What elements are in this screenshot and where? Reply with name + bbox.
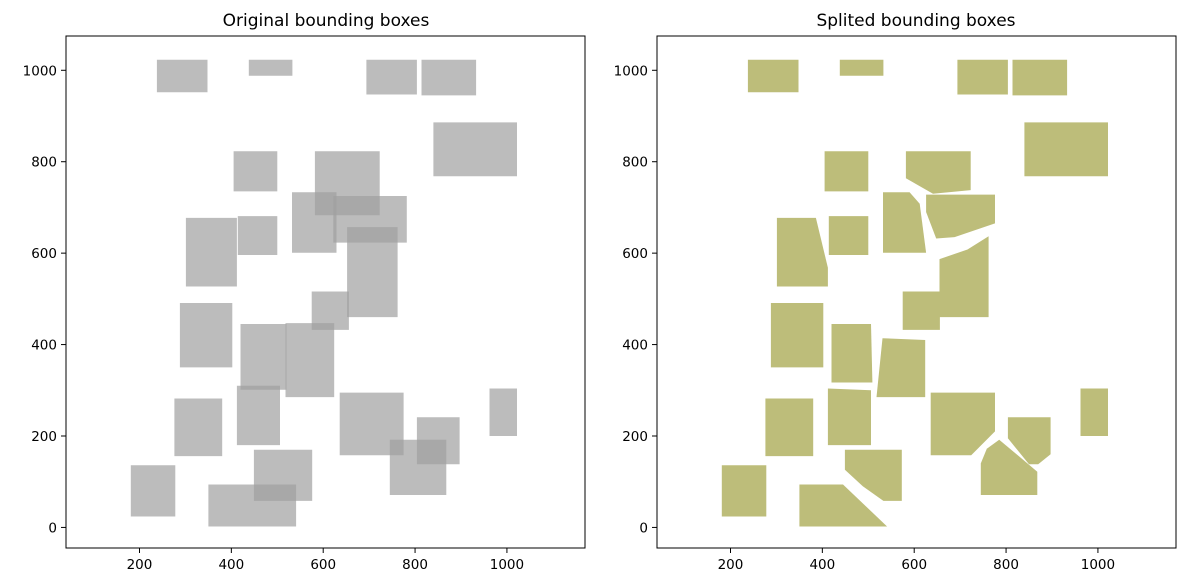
y-tick-label: 1000 (23, 63, 57, 79)
bounding-box-11 (347, 227, 398, 318)
bounding-box-15 (876, 338, 926, 398)
bounding-box-13 (179, 303, 233, 368)
bounding-box-11 (939, 236, 989, 318)
bounding-box-19 (489, 388, 517, 436)
bounding-box-6 (905, 151, 971, 194)
bounding-box-9 (828, 216, 869, 255)
bounding-box-7 (926, 194, 995, 239)
chart-title: Splited bounding boxes (816, 11, 1015, 31)
x-tick-label: 200 (718, 557, 744, 573)
y-tick-label: 1000 (614, 63, 648, 79)
bounding-box-2 (957, 59, 1008, 95)
bounding-box-23 (130, 465, 176, 517)
bounding-box-5 (233, 151, 278, 192)
x-tick-label: 200 (127, 557, 153, 573)
y-tick-label: 200 (622, 429, 648, 445)
bounding-box-17 (174, 398, 223, 457)
x-tick-label: 1000 (1081, 557, 1115, 573)
bounding-box-3 (421, 59, 477, 96)
bounding-box-23 (721, 465, 767, 517)
bounding-box-12 (902, 291, 940, 330)
bounding-box-20 (1007, 417, 1051, 465)
bounding-box-18 (339, 392, 404, 456)
bounding-box-21 (389, 439, 447, 495)
y-tick-label: 800 (622, 155, 648, 171)
bounding-box-2 (366, 59, 417, 95)
bounding-box-13 (770, 303, 824, 368)
y-tick-label: 0 (48, 520, 57, 536)
bounding-box-0 (747, 59, 799, 93)
boxes-layer (130, 59, 517, 527)
bounding-box-3 (1012, 59, 1068, 96)
x-tick-label: 800 (402, 557, 428, 573)
x-tick-label: 400 (809, 557, 835, 573)
bounding-box-18 (930, 392, 995, 456)
bounding-box-21 (980, 439, 1038, 495)
bounding-box-4 (1024, 122, 1108, 177)
bounding-box-0 (156, 59, 208, 93)
bounding-box-10 (185, 217, 237, 287)
chart-title: Original bounding boxes (223, 11, 430, 31)
boxes-layer (721, 59, 1108, 527)
bounding-box-5 (824, 151, 869, 192)
bounding-box-9 (237, 216, 278, 255)
bounding-box-24 (799, 484, 888, 527)
axes-layer: 200 400 600 800 1000 0 200 400 600 800 1000 (614, 63, 1115, 573)
x-tick-label: 600 (310, 557, 336, 573)
x-tick-label: 400 (218, 557, 244, 573)
bounding-box-24 (208, 484, 297, 527)
y-tick-label: 600 (622, 246, 648, 262)
y-tick-label: 400 (31, 338, 57, 354)
bounding-box-1 (248, 59, 293, 76)
bounding-box-14 (831, 324, 873, 383)
bounding-box-4 (433, 122, 517, 177)
y-tick-label: 200 (31, 429, 57, 445)
plot-frame (656, 35, 1177, 549)
panel-splited: Splited bounding boxes 200 400 600 800 1000 0… (614, 11, 1177, 573)
bounding-box-12 (311, 291, 349, 330)
bounding-box-8 (883, 192, 927, 253)
x-tick-label: 800 (993, 557, 1019, 573)
bounding-box-1 (839, 59, 884, 76)
y-tick-label: 800 (31, 155, 57, 171)
y-tick-label: 600 (31, 246, 57, 262)
x-tick-label: 600 (901, 557, 927, 573)
bounding-box-10 (776, 217, 828, 287)
bounding-box-15 (285, 323, 335, 398)
bounding-box-8 (292, 192, 337, 253)
bounding-box-14 (240, 324, 287, 390)
plot-frame (65, 35, 586, 549)
axes-layer: 200 400 600 800 1000 0 200 400 600 800 1000 (23, 63, 524, 573)
bounding-box-17 (765, 398, 814, 457)
panel-original: Original bounding boxes 200 400 600 800 1000… (23, 11, 586, 573)
bounding-box-16 (827, 388, 871, 446)
x-tick-label: 1000 (490, 557, 524, 573)
y-tick-label: 400 (622, 338, 648, 354)
bounding-box-19 (1080, 388, 1108, 436)
y-tick-label: 0 (639, 520, 648, 536)
bounding-box-22 (844, 449, 902, 501)
bounding-box-16 (236, 385, 280, 446)
